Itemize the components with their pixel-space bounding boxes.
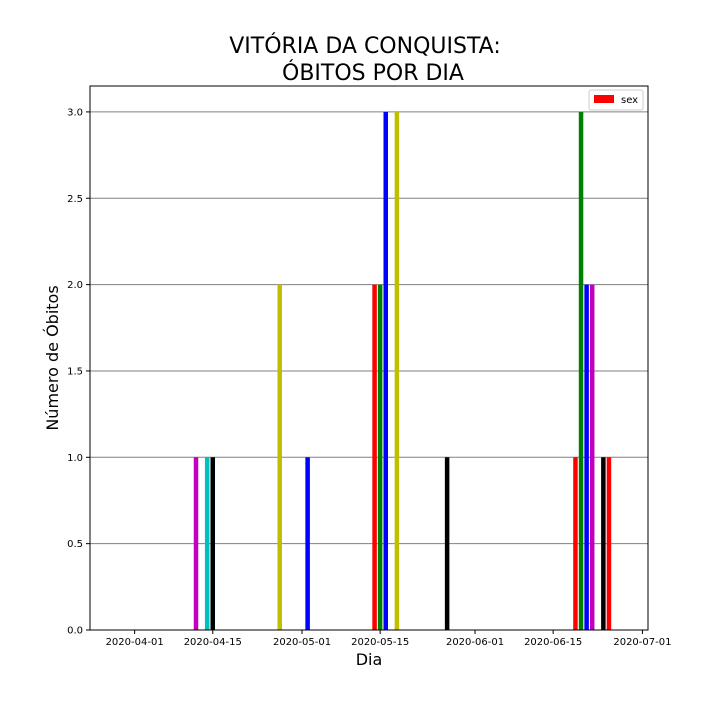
y-tick-label: 0.5 (67, 539, 83, 550)
x-tick-label: 2020-04-01 (106, 637, 164, 648)
bar (584, 284, 589, 630)
y-tick-label: 1.5 (67, 366, 83, 377)
bar (589, 284, 595, 630)
plot-frame (89, 85, 649, 631)
x-axis-label: Dia (356, 650, 383, 669)
bar (377, 284, 383, 630)
chart-title-line1: VITÓRIA DA CONQUISTA: (229, 33, 501, 59)
bar (601, 457, 606, 630)
bar (193, 457, 199, 630)
bars (193, 111, 612, 630)
bar (372, 284, 377, 630)
x-tick-label: 2020-05-01 (273, 637, 331, 648)
chart-title-line2: ÓBITOS POR DIA (282, 60, 464, 86)
bar (204, 457, 210, 630)
grid-lines (90, 111, 648, 631)
bar (277, 284, 282, 630)
y-tick-label: 3.0 (67, 107, 83, 118)
y-tick-label: 2.5 (67, 194, 83, 205)
x-tick-label: 2020-04-15 (184, 637, 242, 648)
y-axis-ticks: 0.0 0.5 1.0 1.5 2.0 2.5 3.0 (67, 107, 90, 637)
x-tick-label: 2020-07-01 (613, 637, 671, 648)
legend-swatch (594, 95, 614, 103)
bar (444, 457, 450, 630)
bar (210, 457, 216, 630)
y-tick-label: 0.0 (67, 626, 83, 637)
bar (394, 111, 400, 630)
x-tick-label: 2020-06-15 (524, 637, 582, 648)
legend-label: sex (621, 95, 638, 106)
x-tick-label: 2020-06-01 (446, 637, 504, 648)
y-tick-label: 1.0 (67, 453, 83, 464)
bar (606, 457, 612, 630)
bar (578, 111, 584, 630)
x-tick-label: 2020-05-15 (351, 637, 409, 648)
bar (305, 457, 310, 630)
x-axis-ticks: 2020-04-01 2020-04-15 2020-05-01 2020-05-15… (106, 630, 671, 648)
bar (573, 457, 578, 630)
bar (383, 111, 388, 630)
legend: sex (588, 89, 644, 111)
y-tick-label: 2.0 (67, 280, 83, 291)
y-axis-label: Número de Óbitos (43, 285, 62, 430)
